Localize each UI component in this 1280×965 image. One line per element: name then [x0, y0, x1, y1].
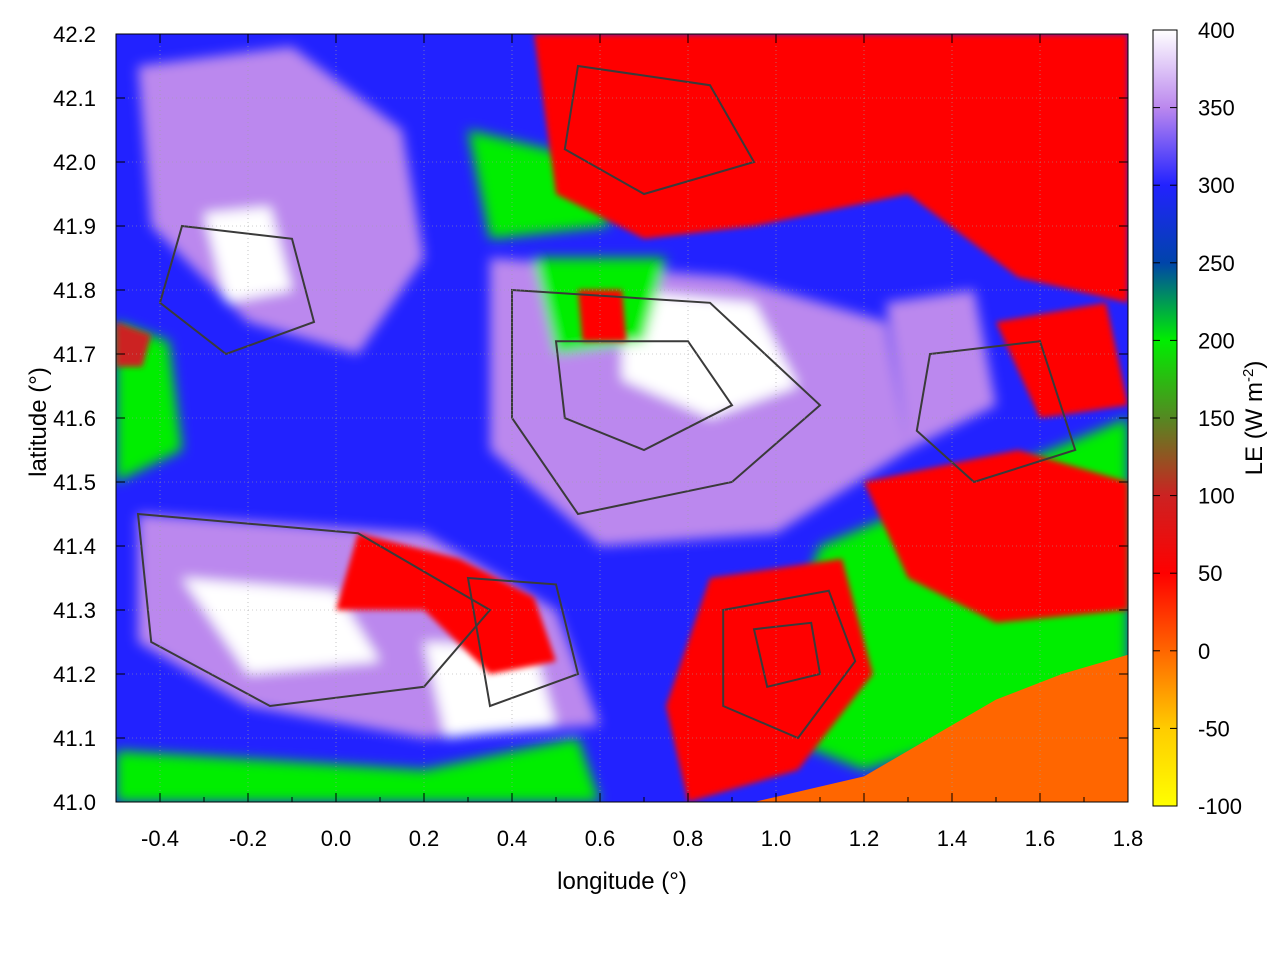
x-tick-label: 1.4: [937, 826, 968, 851]
field-region: [138, 46, 424, 355]
x-tick-label: 1.6: [1025, 826, 1056, 851]
field-region: [864, 450, 1128, 623]
field-region: [666, 558, 873, 802]
y-tick-label: 41.7: [53, 342, 96, 367]
colorbar-tick-label: 400: [1198, 18, 1235, 43]
x-axis-label: longitude (°): [557, 868, 687, 895]
x-tick-label: 1.0: [761, 826, 792, 851]
x-tick-label: -0.2: [229, 826, 267, 851]
x-tick-label: 0.2: [409, 826, 440, 851]
x-tick-label: 1.2: [849, 826, 880, 851]
y-tick-label: 42.2: [53, 22, 96, 47]
colorbar-tick-label: 300: [1198, 173, 1235, 198]
colorbar: -100 -50 0 50 100 150 200 250 300 350 400 LE (W m-…: [1152, 18, 1268, 819]
field-region: [886, 290, 996, 450]
contour-line: [722, 589, 857, 740]
y-tick-label: 41.2: [53, 662, 96, 687]
y-axis-label: latitude (°): [25, 367, 52, 477]
x-tick-label: 1.8: [1113, 826, 1144, 851]
colorbar-tick-label: 250: [1198, 251, 1235, 276]
x-axis: -0.4 -0.2 0.0 0.2 0.4 0.6 0.8 1.0 1.2 1.4 1.6 1.8: [115, 34, 1144, 851]
y-axis: 41.0 41.1 41.2 41.3 41.4 41.5 41.6 41.7 41.8 41.9…: [53, 22, 1128, 815]
field-region: [336, 533, 556, 674]
field-region: [182, 578, 380, 674]
contour-line: [554, 340, 734, 452]
field-region: [116, 738, 600, 802]
colorbar-tick-label: 200: [1198, 328, 1235, 353]
y-tick-label: 41.0: [53, 790, 96, 815]
contour-line: [158, 224, 316, 356]
colorbar-tick-label: 150: [1198, 406, 1235, 431]
colorbar-tick-label: 50: [1198, 561, 1222, 586]
y-tick-label: 41.6: [53, 406, 96, 431]
y-tick-label: 41.8: [53, 278, 96, 303]
x-tick-label: 0.0: [321, 826, 352, 851]
field-region: [622, 290, 798, 418]
colorbar-label: LE (W m-2): [1240, 361, 1268, 476]
x-tick-label: 0.8: [673, 826, 704, 851]
contour-line: [466, 576, 580, 708]
colorbar-tick-label: 350: [1198, 96, 1235, 121]
y-tick-label: 42.1: [53, 86, 96, 111]
sea-region: [754, 654, 1128, 802]
field-region: [534, 34, 1128, 303]
x-tick-label: 0.4: [497, 826, 528, 851]
contour-line: [915, 340, 1077, 484]
x-tick-label: -0.4: [141, 826, 179, 851]
y-tick-label: 41.4: [53, 534, 96, 559]
field-region: [578, 290, 627, 342]
x-tick-label: 0.6: [585, 826, 616, 851]
colorbar-tick-label: -50: [1198, 716, 1230, 741]
heatmap-field: [116, 34, 1128, 802]
grid: [116, 34, 1128, 802]
y-tick-label: 42.0: [53, 150, 96, 175]
y-tick-label: 41.1: [53, 726, 96, 751]
y-tick-label: 41.9: [53, 214, 96, 239]
colorbar-tick-label: 100: [1198, 484, 1235, 509]
colorbar-tick-label: 0: [1198, 639, 1210, 664]
y-tick-label: 41.5: [53, 470, 96, 495]
field-region: [116, 322, 152, 367]
field-region: [996, 302, 1128, 418]
colorbar-tick-label: -100: [1198, 794, 1242, 819]
y-tick-label: 41.3: [53, 598, 96, 623]
